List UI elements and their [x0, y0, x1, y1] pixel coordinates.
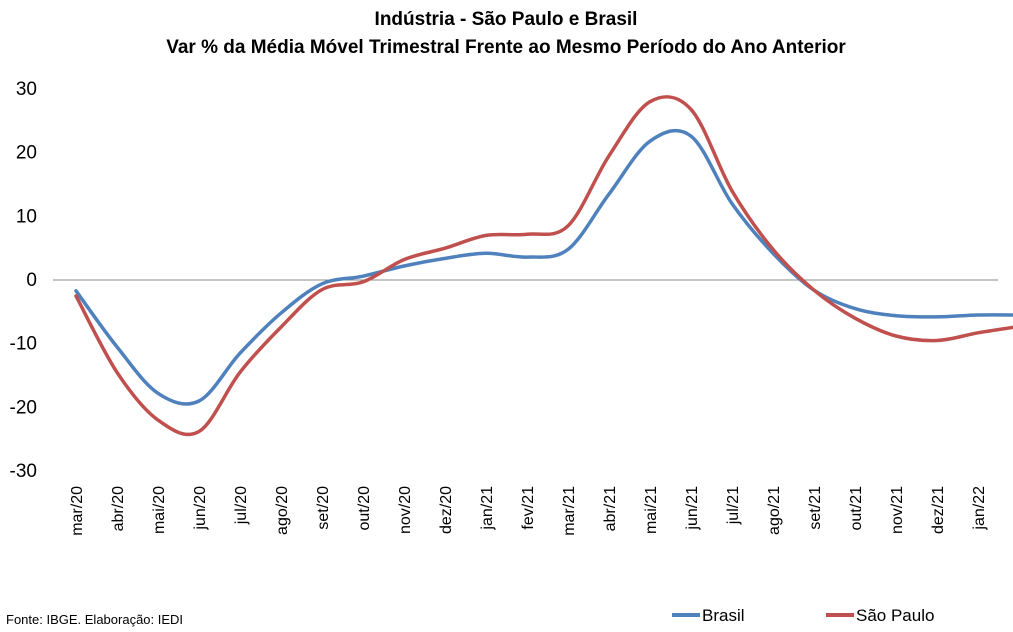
x-tick-label: set/20: [315, 486, 332, 530]
y-tick-label: -30: [10, 461, 37, 482]
legend-label: Brasil: [702, 606, 745, 625]
x-tick-label: out/20: [356, 486, 373, 531]
x-tick-label: jul/21: [725, 486, 742, 525]
x-tick-label: ago/20: [274, 486, 291, 535]
x-tick-label: jan/21: [479, 486, 496, 531]
source-note: Fonte: IBGE. Elaboração: IEDI: [6, 612, 183, 627]
y-tick-label: 10: [16, 206, 37, 227]
x-tick-label: jan/22: [971, 486, 988, 531]
x-tick-label: jun/20: [192, 486, 209, 531]
x-tick-label: ago/21: [766, 486, 783, 535]
x-tick-label: mar/21: [561, 486, 578, 536]
x-tick-label: nov/20: [397, 486, 414, 534]
chart-title: Indústria - São Paulo e Brasil: [375, 9, 638, 30]
legend-label: São Paulo: [856, 606, 934, 625]
y-axis: 30 20 10 0 -10 -20 -30: [10, 79, 37, 482]
x-tick-label: mai/20: [151, 486, 168, 534]
x-tick-label: fev/21: [520, 486, 537, 530]
x-tick-label: abr/20: [110, 486, 127, 531]
series-group: [74, 95, 1013, 437]
x-tick-label: set/21: [807, 486, 824, 530]
y-tick-label: 30: [16, 79, 37, 100]
y-tick-label: -20: [10, 397, 37, 418]
x-tick-label: mai/21: [643, 486, 660, 534]
x-tick-label: out/21: [848, 486, 865, 531]
x-tick-label: nov/21: [889, 486, 906, 534]
y-tick-label: 20: [16, 143, 37, 164]
x-tick-label: mar/20: [69, 486, 86, 536]
series-line-sao-paulo: [74, 95, 1013, 437]
x-tick-label: dez/20: [438, 486, 455, 534]
x-axis: mar/20 abr/20 mai/20 jun/20 jul/20 ago/20 set/…: [69, 486, 1013, 536]
legend: Brasil São Paulo: [672, 606, 934, 625]
x-tick-label: jun/21: [684, 486, 701, 531]
y-tick-label: 0: [26, 270, 37, 291]
x-tick-label: jul/20: [233, 486, 250, 525]
x-tick-label: abr/21: [602, 486, 619, 531]
series-line-brasil: [74, 128, 1013, 406]
y-tick-label: -10: [10, 334, 37, 355]
chart-subtitle: Var % da Média Móvel Trimestral Frente a…: [166, 37, 846, 58]
x-tick-label: dez/21: [930, 486, 947, 534]
